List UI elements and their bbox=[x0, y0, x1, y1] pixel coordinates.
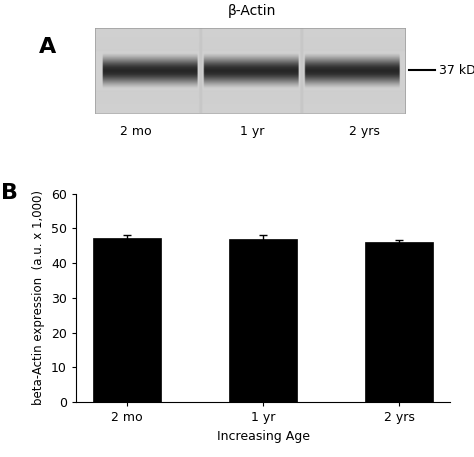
Bar bbox=[365, 242, 433, 402]
Text: 2 yrs: 2 yrs bbox=[349, 125, 380, 138]
Text: 37 kD: 37 kD bbox=[439, 64, 474, 77]
Text: 1 yr: 1 yr bbox=[240, 125, 264, 138]
Text: B: B bbox=[1, 183, 18, 203]
Bar bbox=[93, 238, 161, 402]
Text: β-Actin: β-Actin bbox=[228, 4, 276, 18]
Text: A: A bbox=[38, 37, 55, 57]
Y-axis label: beta-Actin expression  (a.u. x 1,000): beta-Actin expression (a.u. x 1,000) bbox=[32, 191, 45, 405]
Text: 2 mo: 2 mo bbox=[120, 125, 152, 138]
X-axis label: Increasing Age: Increasing Age bbox=[217, 430, 310, 443]
Bar bbox=[229, 239, 297, 402]
